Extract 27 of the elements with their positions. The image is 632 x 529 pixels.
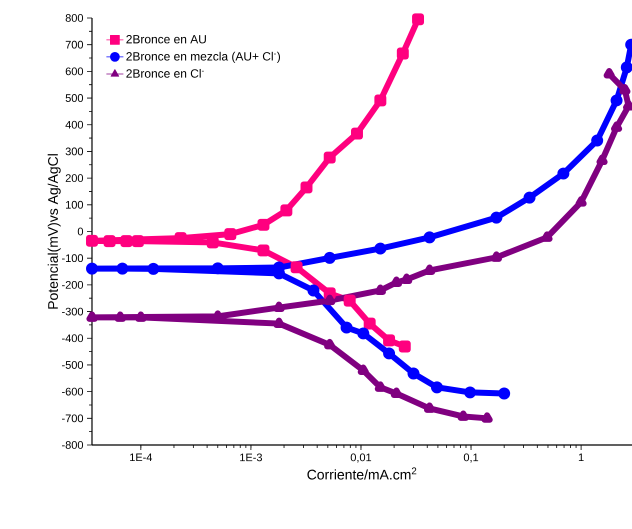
x-tick-label: 1E-3 <box>240 454 262 462</box>
y-tick-label: 700 <box>66 40 84 49</box>
y-tick-label: 800 <box>66 14 84 22</box>
y-tick-label: -100 <box>62 254 84 262</box>
y-tick-label: -300 <box>62 308 84 316</box>
x-axis-title: Corriente/mA.cm$^{2}$ <box>307 467 416 480</box>
legend-label: 2Bronce en mezcla (AU+ Cl$^{-}$) <box>126 52 280 63</box>
x-tick-label: 1 <box>578 454 584 462</box>
y-tick-label: 400 <box>65 120 84 129</box>
y-tick-label: 300 <box>66 148 84 156</box>
y-tick-label: 0 <box>78 228 84 236</box>
y-tick-label: 600 <box>66 67 84 76</box>
y-tick-label: -700 <box>62 414 84 422</box>
x-tick-label: 0,1 <box>464 454 478 463</box>
x-tick-label: 1E-4 <box>130 454 152 462</box>
y-tick-label: 100 <box>66 200 84 209</box>
y-tick-label: -600 <box>62 388 84 396</box>
legend-label: 2Bronce en Cl$^{-}$ <box>126 68 204 78</box>
y-tick-label: -500 <box>62 361 84 369</box>
y-axis-title: Potencial(mV)vs Ag/AgCl <box>48 154 61 309</box>
y-tick-label: 500 <box>66 94 84 102</box>
y-tick-label: -800 <box>62 441 84 449</box>
legend-label: 2Bronce en AU <box>126 34 206 44</box>
y-tick-label: -400 <box>62 334 84 342</box>
y-tick-label: 200 <box>66 174 84 182</box>
x-tick-label: 0,01 <box>350 454 372 463</box>
y-tick-label: -200 <box>62 281 84 289</box>
